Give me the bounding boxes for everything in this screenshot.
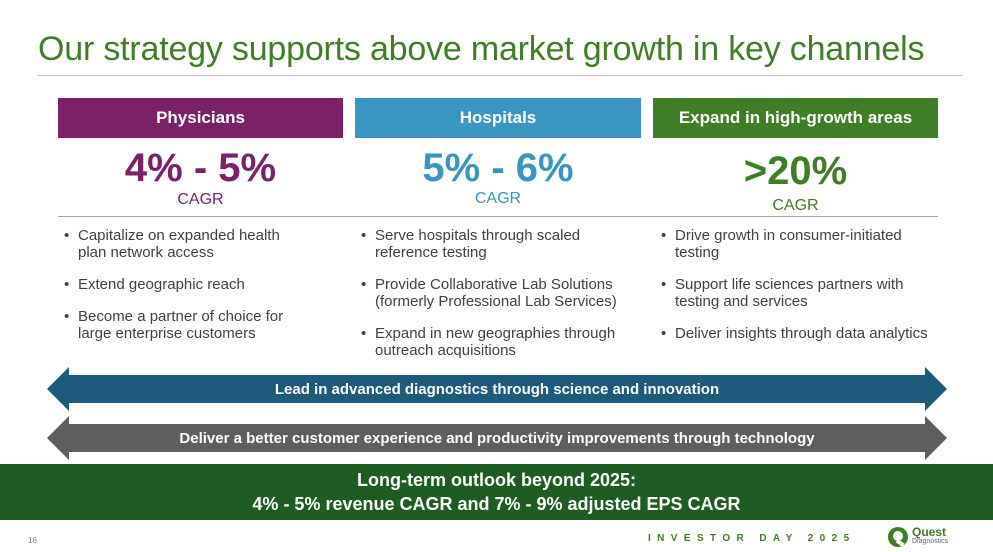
science-innovation-arrow: Lead in advanced diagnostics through sci… — [47, 367, 947, 411]
logo-wordmark: Quest — [912, 525, 947, 539]
list-item: Provide Collaborative Lab Solutions (for… — [355, 276, 645, 310]
list-item: Extend geographic reach — [58, 276, 308, 293]
hospitals-header: Hospitals — [355, 98, 641, 138]
science-innovation-text: Lead in advanced diagnostics through sci… — [274, 380, 720, 398]
hospitals-header-label: Hospitals — [459, 108, 537, 127]
high-growth-header-label: Expand in high-growth areas — [678, 108, 913, 127]
physicians-header: Physicians — [58, 98, 343, 138]
logo-subtitle: Diagnostics — [912, 538, 949, 545]
list-item: Drive growth in consumer-initiated testi… — [655, 227, 930, 261]
slide-title: Our strategy supports above market growt… — [38, 30, 925, 68]
page-number: 16 — [28, 536, 37, 545]
list-item: Capitalize on expanded health plan netwo… — [58, 227, 308, 261]
list-item: Serve hospitals through scaled reference… — [355, 227, 645, 261]
long-term-outlook-banner: Long-term outlook beyond 2025: 4% - 5% r… — [0, 464, 993, 520]
high-growth-header: Expand in high-growth areas — [653, 98, 938, 138]
hospitals-bullets: Serve hospitals through scaled reference… — [355, 227, 645, 374]
high-growth-cagr-label: CAGR — [772, 197, 819, 214]
list-item: Support life sciences partners with test… — [655, 276, 930, 310]
arrow-fill — [47, 367, 947, 411]
double-arrow-shape — [47, 367, 947, 411]
outlook-heading: Long-term outlook beyond 2025: — [356, 470, 637, 490]
list-item: Become a partner of choice for large ent… — [58, 308, 308, 342]
physicians-bullets: Capitalize on expanded health plan netwo… — [58, 227, 308, 357]
physicians-rate: 4% - 5% — [124, 146, 277, 190]
title-divider — [38, 75, 962, 76]
customer-experience-arrow: Deliver a better customer experience and… — [47, 416, 947, 460]
physicians-header-label: Physicians — [156, 108, 245, 127]
list-item: Expand in new geographies through outrea… — [355, 325, 645, 359]
high-growth-rate: >20% — [743, 149, 848, 193]
hospitals-cagr-label: CAGR — [474, 190, 522, 207]
quest-logo: Quest Diagnostics — [886, 524, 966, 550]
outlook-detail: 4% - 5% revenue CAGR and 7% - 9% adjuste… — [252, 494, 741, 514]
event-label: INVESTOR DAY 2025 — [648, 533, 856, 544]
columns-divider — [58, 216, 938, 217]
quest-logo-icon — [888, 527, 908, 547]
list-item: Deliver insights through data analytics — [655, 325, 930, 342]
high-growth-bullets: Drive growth in consumer-initiated testi… — [655, 227, 930, 357]
hospitals-rate: 5% - 6% — [422, 146, 574, 190]
physicians-cagr-label: CAGR — [177, 191, 224, 208]
customer-experience-text: Deliver a better customer experience and… — [179, 429, 815, 447]
double-arrow-shape — [47, 416, 947, 460]
arrow-fill — [47, 416, 947, 460]
